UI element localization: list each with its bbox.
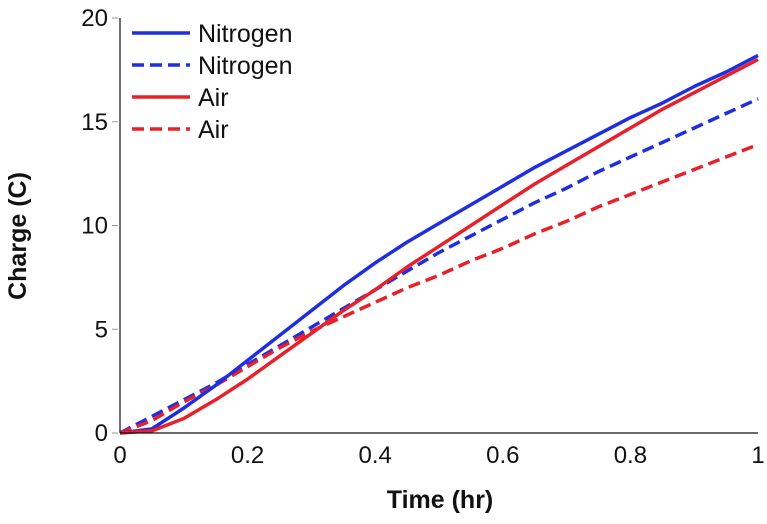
legend-label: Nitrogen [198,52,293,80]
y-tick-label: 5 [95,316,108,343]
x-axis-title: Time (hr) [387,486,494,514]
series-line-air-dashed [119,142,759,435]
y-tick-labels: 0 5 10 15 20 [81,5,118,447]
y-tick-label: 10 [81,213,108,240]
legend-label: Nitrogen [198,20,293,48]
y-tick-label: 20 [81,5,108,32]
x-tick-labels: 0 0.2 0.4 0.6 0.8 1 [113,442,764,469]
legend: Nitrogen Nitrogen Air Air [132,20,293,144]
x-tick-label: 0 [113,442,126,469]
legend-label: Air [198,84,229,112]
y-tick-label: 15 [81,109,108,136]
axes [119,18,758,434]
x-tick-label: 0.2 [231,442,264,469]
x-tick-label: 0.6 [486,442,519,469]
series-line-nitrogen-solid [119,53,759,435]
series-line-nitrogen-dashed [119,97,759,435]
y-axis-title: Charge (C) [4,172,32,300]
x-tick-label: 0.4 [359,442,392,469]
x-tick-label: 1 [751,442,764,469]
legend-label: Air [198,116,229,144]
x-tick-label: 0.8 [614,442,647,469]
plot-area [119,53,759,435]
y-tick-label: 0 [95,420,108,447]
series-line-air-solid [119,57,759,435]
